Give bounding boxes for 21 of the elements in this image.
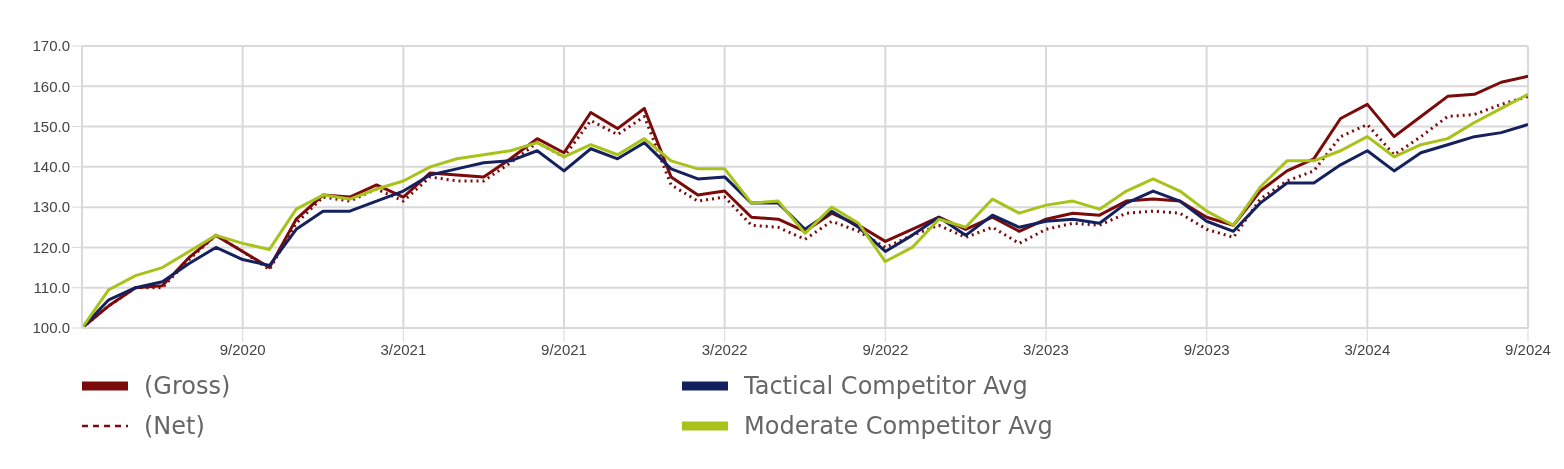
y-tick-label: 120.0 xyxy=(32,238,70,256)
legend-label: Moderate Competitor Avg xyxy=(744,412,1053,440)
y-tick-label: 170.0 xyxy=(32,37,70,55)
y-tick-label: 110.0 xyxy=(33,279,70,297)
y-tick-label: 130.0 xyxy=(32,198,70,216)
legend-label: (Net) xyxy=(144,412,205,440)
x-tick-label: 3/2024 xyxy=(1344,340,1391,358)
x-tick-label: 9/2024 xyxy=(1505,340,1551,358)
y-tick-label: 150.0 xyxy=(32,117,70,135)
x-tick-label: 3/2023 xyxy=(1023,340,1069,358)
y-tick-label: 140.0 xyxy=(32,158,70,176)
x-tick-label: 9/2023 xyxy=(1183,340,1230,358)
legend-label: Tactical Competitor Avg xyxy=(744,372,1028,400)
y-tick-label: 100.0 xyxy=(32,319,70,337)
y-tick-label: 160.0 xyxy=(32,77,70,95)
x-tick-label: 3/2021 xyxy=(380,340,427,358)
x-tick-label: 9/2021 xyxy=(541,340,587,358)
x-tick-label: 9/2022 xyxy=(862,340,909,358)
x-tick-label: 3/2022 xyxy=(701,340,748,358)
x-tick-label: 9/2020 xyxy=(219,340,266,358)
legend-label: (Gross) xyxy=(144,372,231,400)
